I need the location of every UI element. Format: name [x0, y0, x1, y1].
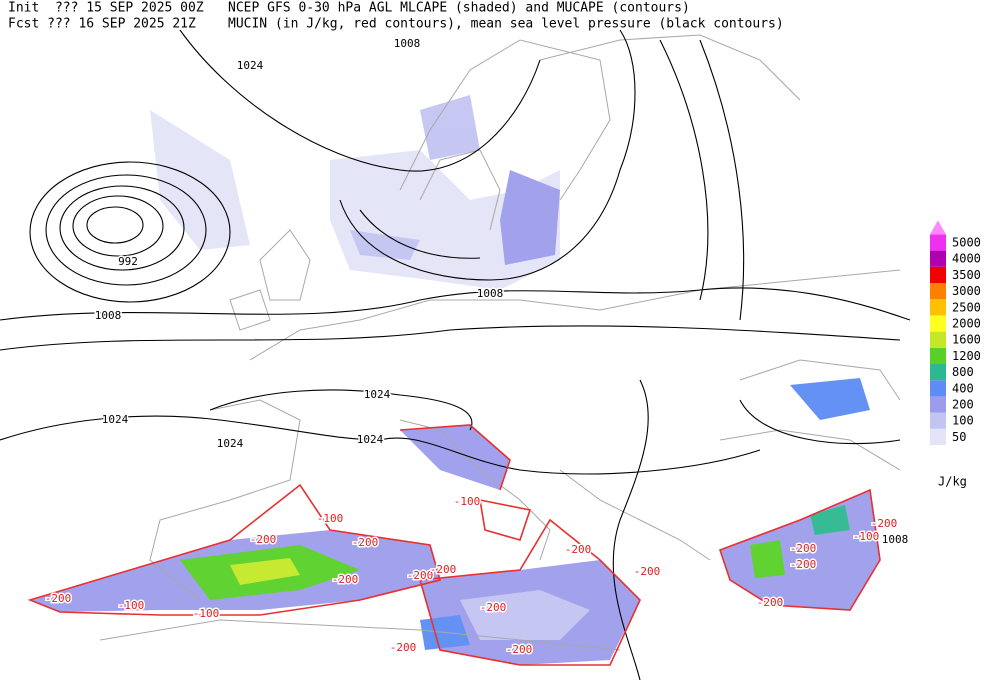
mucin-label: -100: [317, 512, 344, 525]
colorbar-label: 800: [952, 365, 974, 379]
isobar-label: 1024: [237, 59, 264, 72]
colorbar-label: 2500: [952, 300, 981, 314]
mucin-label: -200: [250, 533, 277, 546]
colorbar-box: [930, 331, 946, 348]
isobar-label: 1024: [102, 413, 129, 426]
colorbar-label: 100: [952, 414, 974, 428]
colorbar-label: 5000: [952, 236, 981, 250]
colorbar: 50 100 200 400 800 1200 1600 2000 2500 3000 3500 40…: [930, 220, 981, 489]
mucin-label: -100: [193, 607, 220, 620]
colorbar-unit: J/kg: [938, 475, 967, 489]
mucin-label: -200: [480, 601, 507, 614]
isobar-label: 1024: [217, 437, 244, 450]
mucin-label: -200: [757, 596, 784, 609]
colorbar-label: 400: [952, 381, 974, 395]
colorbar-label: 1200: [952, 349, 981, 363]
mucin-label: -200: [352, 536, 379, 549]
colorbar-box: [930, 250, 946, 267]
forecast-time: Fcst ??? 16 SEP 2025 21Z: [8, 17, 196, 32]
colorbar-box: [930, 266, 946, 283]
isobars: [0, 29, 911, 680]
colorbar-box: [930, 315, 946, 332]
isobar-label: 1008: [95, 309, 122, 322]
colorbar-box: [930, 396, 946, 413]
colorbar-box: [930, 364, 946, 381]
isobar-label: 1008: [882, 533, 909, 546]
mucin-label: -200: [407, 569, 434, 582]
colorbar-box: [930, 234, 946, 251]
mucin-label: -200: [790, 558, 817, 571]
mucin-label: -100: [118, 599, 145, 612]
mucin-label: -200: [565, 543, 592, 556]
mucin-label: -200: [506, 643, 533, 656]
mucin-label: -200: [871, 517, 898, 530]
colorbar-label: 50: [952, 430, 966, 444]
colorbar-box: [930, 283, 946, 300]
cape-shading: [30, 95, 880, 665]
colorbar-label: 1600: [952, 333, 981, 347]
isobar-label: 1008: [394, 37, 421, 50]
isobar-label: 1024: [357, 433, 384, 446]
mucin-label: -200: [430, 563, 457, 576]
colorbar-box: [930, 380, 946, 397]
isobar-label: 992: [118, 255, 138, 268]
mucin-label: -100: [454, 495, 481, 508]
colorbar-box: [930, 412, 946, 429]
mucin-label: -200: [790, 542, 817, 555]
colorbar-box: [930, 347, 946, 364]
map-subtitle: MUCIN (in J/kg, red contours), mean sea …: [228, 17, 784, 32]
colorbar-extend: [930, 220, 946, 235]
mucin-contours: [27, 424, 881, 666]
coastlines: [99, 34, 901, 651]
isobar-label: 1008: [477, 287, 504, 300]
mucin-label: -200: [390, 641, 417, 654]
mucin-label: -200: [45, 592, 72, 605]
mucin-label: -100: [853, 530, 880, 543]
colorbar-label: 3000: [952, 284, 981, 298]
init-time: Init ??? 15 SEP 2025 00Z: [8, 1, 204, 16]
isobar-label: 1024: [364, 388, 391, 401]
mucin-label: -200: [332, 573, 359, 586]
colorbar-label: 4000: [952, 252, 981, 266]
map-title: NCEP GFS 0-30 hPa AGL MLCAPE (shaded) an…: [228, 1, 690, 16]
colorbar-label: 200: [952, 398, 974, 412]
mucin-label: -200: [634, 565, 661, 578]
colorbar-box: [930, 428, 946, 445]
colorbar-box: [930, 299, 946, 316]
colorbar-label: 2000: [952, 317, 981, 331]
colorbar-label: 3500: [952, 268, 981, 282]
